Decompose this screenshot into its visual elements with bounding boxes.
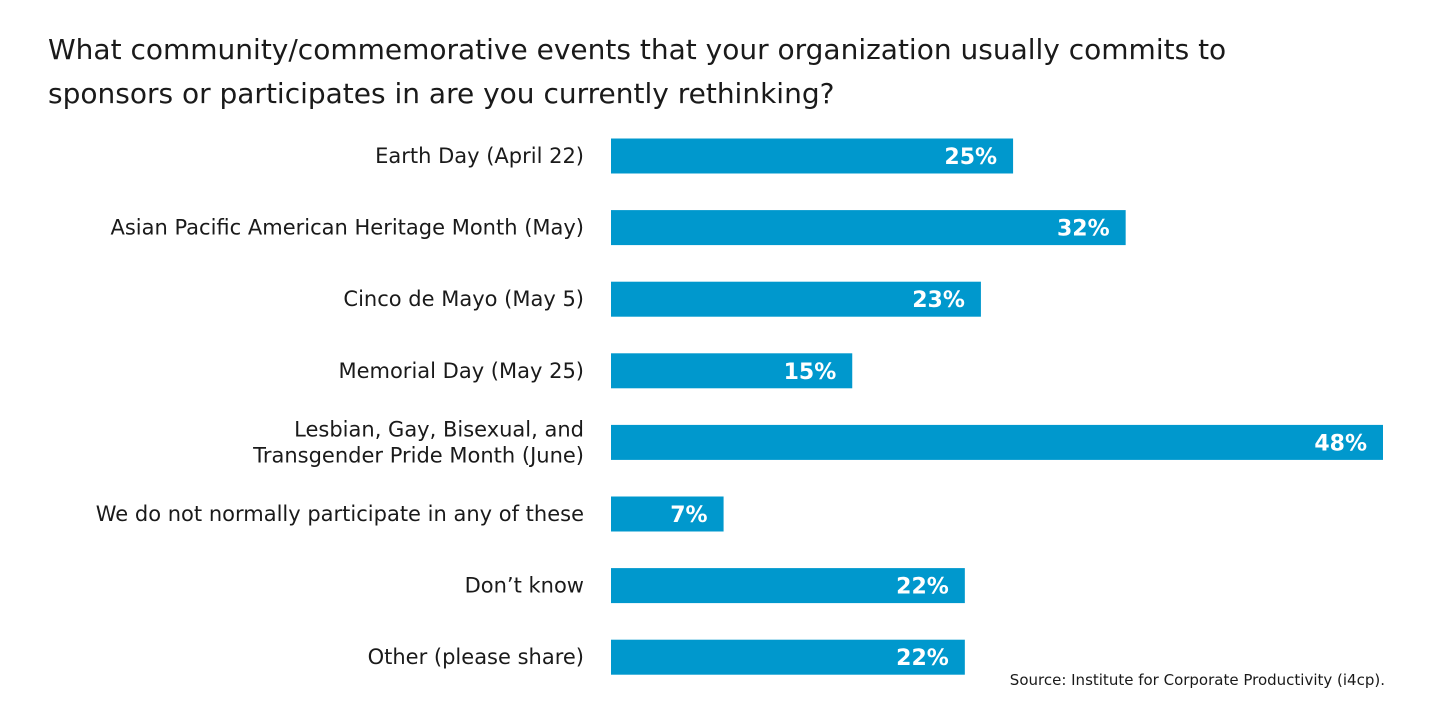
bar-2 — [611, 281, 981, 317]
category-label-2: Cinco de Mayo (May 5) — [343, 287, 584, 311]
bar-3 — [611, 353, 853, 389]
category-label-1: Asian Pacific American Heritage Month (M… — [110, 216, 584, 240]
category-label-4-line-0: Lesbian, Gay, Bisexual, and — [294, 417, 584, 441]
value-label-0: 25% — [944, 145, 997, 170]
bar-5 — [611, 496, 724, 532]
category-label-5: We do not normally participate in any of… — [96, 502, 584, 526]
source-note: Source: Institute for Corporate Producti… — [1009, 671, 1385, 689]
value-label-1: 32% — [1057, 217, 1110, 242]
category-label-6: Don’t know — [465, 574, 584, 598]
value-label-7: 22% — [896, 646, 949, 671]
value-label-6: 22% — [896, 575, 949, 600]
bar-6 — [611, 568, 965, 604]
category-label-0: Earth Day (April 22) — [375, 144, 584, 168]
category-label-3: Memorial Day (May 25) — [338, 359, 584, 383]
category-label-7: Other (please share) — [368, 645, 584, 669]
category-label-4-line-1: Transgender Pride Month (June) — [252, 443, 584, 467]
value-label-2: 23% — [912, 288, 965, 313]
value-label-5: 7% — [670, 503, 707, 528]
bar-7 — [611, 639, 965, 675]
value-label-3: 15% — [784, 360, 837, 385]
value-label-4: 48% — [1314, 431, 1367, 456]
bar-0 — [611, 138, 1014, 174]
bars-group: 25% Earth Day (April 22) 32% Asian Pacific … — [96, 138, 1383, 675]
chart-title: What community/commemorative events that… — [48, 33, 1227, 110]
bar-4 — [611, 424, 1383, 460]
bar-1 — [611, 210, 1126, 246]
